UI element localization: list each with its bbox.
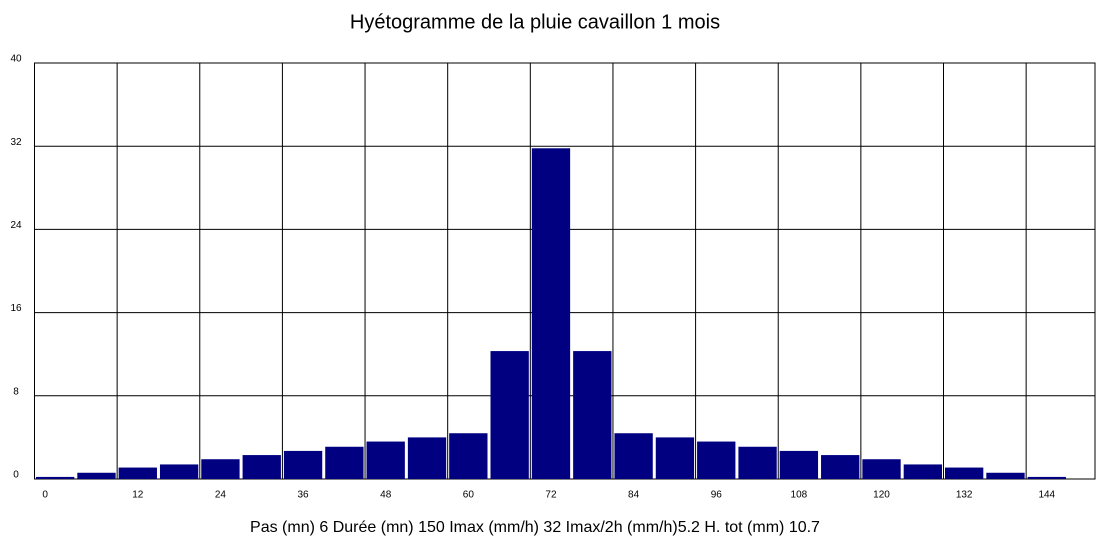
bar (366, 441, 405, 479)
x-tick-label: 108 (791, 490, 808, 501)
bar (325, 446, 364, 479)
bar (1027, 476, 1066, 479)
bar (283, 450, 323, 479)
bar (407, 437, 447, 479)
y-tick-label: 24 (10, 220, 22, 231)
bar (903, 464, 942, 479)
x-tick-label: 60 (463, 490, 475, 501)
x-tick-label: 96 (711, 490, 723, 501)
y-tick-label: 8 (13, 386, 19, 397)
bar (490, 351, 529, 479)
bar (449, 433, 488, 479)
bar (738, 446, 777, 479)
x-tick-label: 12 (132, 490, 144, 501)
x-tick-label: 36 (298, 490, 310, 501)
y-tick-label: 32 (10, 137, 22, 148)
x-tick-label: 48 (380, 490, 392, 501)
bar (655, 437, 695, 479)
bar (36, 476, 75, 479)
bar (531, 148, 571, 479)
y-tick-label: 0 (13, 470, 19, 481)
bar (201, 459, 240, 479)
x-tick-label: 72 (545, 490, 557, 501)
bar (573, 351, 612, 479)
bar (821, 455, 860, 479)
y-tick-label: 16 (10, 303, 22, 314)
x-tick-label: 120 (873, 490, 890, 501)
bar (986, 472, 1025, 479)
bar (77, 472, 116, 479)
bar (779, 450, 819, 479)
x-axis-label: Pas (mn) 6 Durée (mn) 150 Imax (mm/h) 32… (250, 519, 820, 536)
x-tick-label: 24 (215, 490, 227, 501)
x-tick-label: 84 (628, 490, 640, 501)
x-tick-label: 144 (1038, 490, 1055, 501)
bar (945, 467, 984, 479)
bar (697, 441, 736, 479)
y-tick-label: 40 (10, 54, 22, 65)
bar (159, 464, 199, 479)
bar (862, 459, 901, 479)
chart-title: Hyétogramme de la pluie cavaillon 1 mois (350, 11, 720, 33)
bar (242, 455, 281, 479)
x-tick-label: 0 (42, 490, 48, 501)
bar (614, 433, 653, 479)
x-tick-label: 132 (956, 490, 973, 501)
bar (118, 467, 157, 479)
